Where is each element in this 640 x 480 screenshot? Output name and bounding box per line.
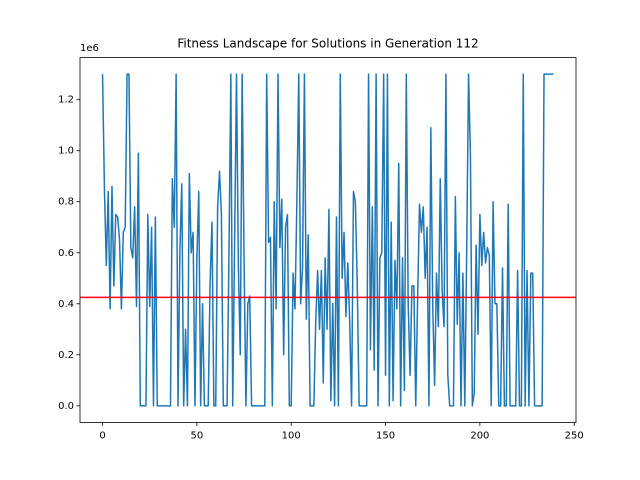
y-tick-label: 0.0 (58, 401, 74, 412)
axes-frame (79, 57, 577, 423)
y-tick-label: 0.6 (58, 248, 74, 259)
data-line (101, 73, 554, 407)
y-tick-label: 0.8 (58, 197, 74, 208)
x-tick-label: 150 (376, 430, 395, 441)
x-tick-label: 250 (565, 430, 584, 441)
y-tick-label: 1.0 (58, 146, 74, 157)
x-tick-label: 100 (282, 430, 301, 441)
y-tick-label: 1.2 (58, 95, 74, 106)
x-tick-label: 0 (99, 430, 105, 441)
y-offset-text: 1e6 (80, 43, 99, 54)
y-tick-label: 0.2 (58, 350, 74, 361)
chart-title: Fitness Landscape for Solutions in Gener… (177, 37, 478, 51)
x-tick-label: 50 (191, 430, 204, 441)
y-tick-label: 0.4 (58, 299, 74, 310)
x-tick-label: 200 (470, 430, 489, 441)
